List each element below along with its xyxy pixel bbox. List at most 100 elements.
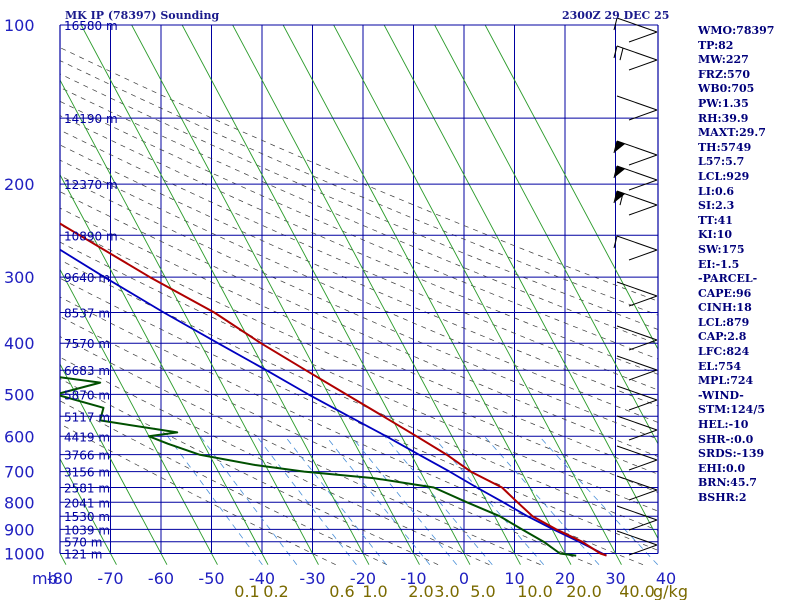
index-item: BRN:45.7 [698, 476, 757, 490]
index-item: EHI:0.0 [698, 461, 746, 475]
wind-barb [616, 17, 658, 33]
index-item: SI:2.3 [698, 199, 735, 213]
isotherm [181, 25, 471, 565]
index-item: SW:175 [698, 242, 745, 256]
wind-barb-tail [628, 369, 658, 381]
height-label: 14190 m [64, 112, 118, 126]
isotherm [434, 25, 658, 445]
isotherm [60, 173, 269, 565]
isotherm [60, 457, 117, 565]
wind-barb-tail [628, 109, 658, 121]
dry-adiabat [60, 356, 490, 566]
temperature-tick-label: -70 [97, 569, 123, 588]
index-item: KI:10 [698, 228, 733, 242]
height-label: 10890 m [64, 229, 118, 243]
wind-barb-tail [628, 544, 658, 556]
dry-adiabat [60, 277, 658, 551]
height-label: 2041 m [64, 496, 110, 510]
wind-barb-feather [613, 235, 618, 249]
isobars [59, 24, 659, 554]
wind-barb-tail [628, 339, 658, 351]
wind-barb-feather [613, 165, 618, 179]
sounding-title: MK IP (78397) Sounding [65, 9, 220, 22]
mixing-ratio-label: 20.0 [566, 582, 602, 600]
wind-barb-tail [628, 295, 658, 307]
pressure-label: 200 [4, 175, 35, 194]
isotherm [333, 25, 622, 565]
height-label: 9640 m [64, 271, 110, 285]
sounding-datetime: 2300Z 29 DEC 25 [562, 9, 670, 22]
height-label: 3766 m [64, 449, 110, 463]
wind-barb-pennant [615, 141, 625, 152]
wind-barb-tail [628, 429, 658, 441]
index-item: WMO:78397 [698, 24, 775, 37]
height-label: 12370 m [64, 178, 118, 192]
mixing-ratio-line [199, 436, 298, 565]
index-item: EI:-1.5 [698, 257, 740, 271]
index-item: WB0:705 [698, 82, 755, 96]
height-label: 16580 m [64, 19, 118, 33]
height-label: 2581 m [64, 481, 110, 495]
pressure-unit-label: mb [32, 569, 58, 588]
pressure-label: 500 [4, 385, 35, 404]
temperature-tick-label: 30 [605, 569, 625, 588]
pressure-label: 100 [4, 16, 35, 35]
wind-barb-tail [628, 399, 658, 411]
index-item: EL:754 [698, 359, 742, 373]
wind-barb-feather [613, 140, 618, 154]
height-label: 8537 m [64, 307, 110, 321]
wind-barb [616, 505, 658, 521]
wind-barb-tail [628, 154, 658, 166]
temperature-tick-label: 20 [555, 569, 575, 588]
index-item: MPL:724 [698, 374, 754, 388]
mixing-ratio-line [432, 436, 545, 565]
temperature-tick-label: 10 [504, 569, 524, 588]
mixing-ratio-line [484, 436, 600, 565]
dry-adiabat [60, 400, 388, 566]
dry-adiabat [60, 259, 658, 531]
wind-barb [616, 140, 658, 156]
temperature-tick-label: -80 [47, 569, 73, 588]
temperature-tick-label: 0 [459, 569, 469, 588]
mixing-ratio-line [284, 436, 387, 565]
mixing-ratio-line [256, 436, 357, 565]
wind-barb [616, 235, 658, 251]
wind-barb-pennant [615, 191, 625, 202]
wind-barb-pennant [615, 166, 625, 177]
temperature-trace [60, 222, 607, 557]
index-item: CINH:18 [698, 301, 752, 315]
mixing-ratio-label: 3.0 [434, 582, 459, 600]
mixing-ratio-label: 10.0 [517, 582, 553, 600]
pressure-label: 600 [4, 427, 35, 446]
index-item: RH:39.9 [698, 111, 749, 125]
dry-adiabat [60, 336, 541, 566]
wind-barb [616, 281, 658, 297]
index-item: BSHR:2 [698, 491, 747, 504]
pressure-label: 700 [4, 463, 35, 482]
wind-barb-tail [628, 489, 658, 501]
wind-barb [616, 530, 658, 546]
index-item: TP:82 [698, 38, 734, 52]
wind-barb [616, 165, 658, 181]
index-item: LCL:929 [698, 169, 750, 183]
height-label: 5117 m [64, 410, 110, 424]
wind-barb [616, 325, 658, 341]
dry-adiabat [60, 191, 658, 457]
dry-adiabat [60, 87, 658, 345]
dry-adiabat [60, 60, 658, 316]
height-label: 121 m [64, 548, 102, 562]
index-item: CAP:2.8 [698, 330, 747, 344]
wind-barb-tail [628, 204, 658, 216]
dry-adiabat [60, 100, 658, 360]
mixing-ratio-label: 0.2 [263, 582, 288, 600]
index-item: STM:124/5 [698, 403, 765, 417]
mixing-ratio-label: 40.0 [619, 582, 655, 600]
index-item: LFC:824 [698, 345, 750, 359]
temperature-tick-label: -60 [148, 569, 174, 588]
wind-barb [616, 445, 658, 461]
height-label: 7570 m [64, 337, 110, 351]
wind-barbs [613, 17, 658, 556]
dry-adiabat [60, 207, 658, 475]
